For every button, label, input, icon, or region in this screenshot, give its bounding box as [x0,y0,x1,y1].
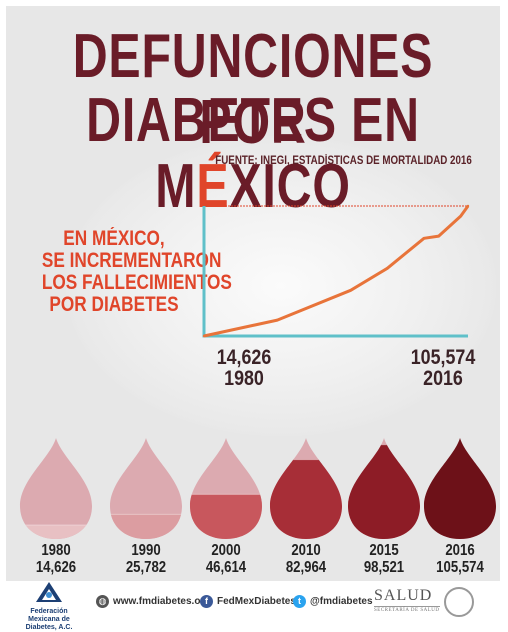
drop-value-label: 14,626 [35,559,77,576]
drop-chart: 1980 14,626 1990 25,782 2000 46,614 2010 82,964… [6,436,500,576]
salud-subtext: SECRETARÍA DE SALUD [374,606,440,613]
end-value: 105,574 [410,346,476,369]
salud-logo: SALUD SECRETARÍA DE SALUD [374,587,440,613]
start-value: 14,626 [216,346,272,369]
drop-empty [110,438,182,539]
website-text: www.fmdiabetes.org [113,596,211,608]
drop-value-label: 25,782 [125,559,167,576]
drop-fill [424,438,496,539]
start-label: 14,626 1980 [210,347,278,389]
drop-value-label: 98,521 [363,559,405,576]
start-year: 1980 [224,367,264,390]
drop-value-label: 46,614 [205,559,247,576]
series-point [276,318,279,322]
footer: Federación Mexicana de Diabetes, A.C. ◍ w… [0,581,508,631]
series-point [422,237,426,240]
title-line-2: DIABETES EN MÉXICO [60,88,445,220]
lead-line: EN MÉXICO, [63,227,165,250]
drop-fill [20,525,92,539]
drop-icon [348,438,420,539]
drop-icon [270,438,342,539]
drop-2015: 2015 98,521 [346,436,422,576]
drop-2000: 2000 46,614 [188,436,264,576]
lead-line: SE INCREMENTARON [41,249,222,272]
end-label: 105,574 2016 [407,347,478,389]
drop-value-label: 105,574 [436,559,484,576]
drop-2010: 2010 82,964 [268,436,344,576]
drop-icon [20,438,92,539]
facebook-icon: f [200,595,213,608]
salud-text: SALUD [374,587,433,604]
drop-icon [110,438,182,539]
drop-year-label: 1990 [131,542,161,559]
drop-1990: 1990 25,782 [108,436,184,576]
twitter-link[interactable]: t @fmdiabetes [293,595,373,608]
drop-year-label: 2010 [291,542,321,559]
drop-year-label: 1980 [41,542,71,559]
title-accent-letter: É [196,152,230,221]
series-point [459,214,462,218]
chart-axes [202,206,468,338]
twitter-text: @fmdiabetes [310,596,373,608]
series-point [437,234,440,238]
background-glow [66,136,496,436]
series-point [349,289,352,292]
title-line-2-start: DIABETES EN M [86,86,420,221]
twitter-icon: t [293,595,306,608]
facebook-text: FedMexDiabetes [217,596,296,608]
drop-fill [110,514,182,539]
government-seal-icon [444,587,474,617]
drop-icon [424,438,496,539]
drop-year-label: 2016 [445,542,475,559]
series-line [203,205,470,338]
infographic-panel: DEFUNCIONES POR DIABETES EN MÉXICO FUENT… [6,6,500,581]
title-line-2-end: XICO [229,152,351,221]
end-year: 2016 [423,367,463,390]
drop-icon [190,438,262,539]
lead-line: POR DIABETES [49,293,179,316]
drop-empty [20,438,92,539]
lead-text: EN MÉXICO, SE INCREMENTARON LOS FALLECIM… [41,227,232,316]
drop-year-label: 2015 [369,542,399,559]
source-note: FUENTE: INEGI, ESTADÍSTICAS DE MORTALIDA… [215,155,472,167]
facebook-link[interactable]: f FedMexDiabetes [200,595,296,608]
series-point [202,334,206,338]
globe-icon: ◍ [96,595,109,608]
title-line-1: DEFUNCIONES POR [72,22,434,157]
fmd-name: Federación Mexicana de Diabetes, A.C. [25,608,73,631]
drop-year-label: 2000 [211,542,241,559]
drop-2016: 2016 105,574 [422,436,498,576]
drop-value-label: 82,964 [285,559,327,576]
website-link[interactable]: ◍ www.fmdiabetes.org [96,595,210,608]
drop-fill [190,494,262,539]
fmd-logo-icon [36,582,62,602]
line-chart [202,204,470,338]
series-point [466,204,470,208]
drop-1980: 1980 14,626 [18,436,94,576]
drop-fill [348,444,420,539]
drop-fill [270,459,342,539]
series-point [386,267,389,270]
fmd-logo: Federación Mexicana de Diabetes, A.C. [16,581,82,632]
lead-line: LOS FALLECIMIENTOS [41,271,232,294]
